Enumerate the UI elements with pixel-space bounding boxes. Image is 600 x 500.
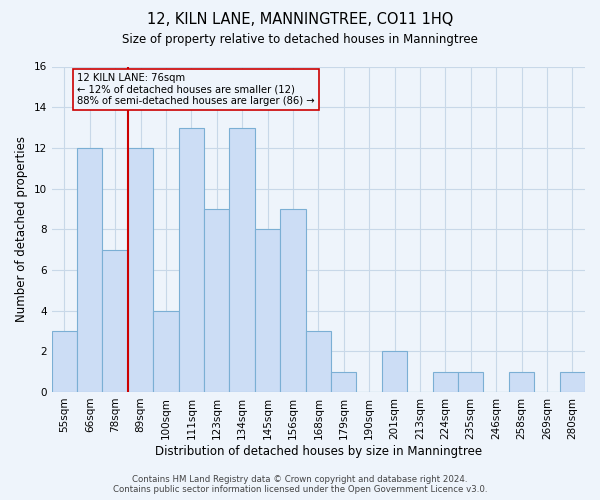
- Bar: [103, 250, 128, 392]
- Text: 12 KILN LANE: 76sqm
← 12% of detached houses are smaller (12)
88% of semi-detach: 12 KILN LANE: 76sqm ← 12% of detached ho…: [77, 72, 314, 106]
- Text: 12, KILN LANE, MANNINGTREE, CO11 1HQ: 12, KILN LANE, MANNINGTREE, CO11 1HQ: [147, 12, 453, 28]
- X-axis label: Distribution of detached houses by size in Manningtree: Distribution of detached houses by size …: [155, 444, 482, 458]
- Y-axis label: Number of detached properties: Number of detached properties: [15, 136, 28, 322]
- Bar: [128, 148, 153, 392]
- Bar: [255, 229, 280, 392]
- Text: Size of property relative to detached houses in Manningtree: Size of property relative to detached ho…: [122, 32, 478, 46]
- Bar: [509, 372, 534, 392]
- Bar: [77, 148, 103, 392]
- Bar: [229, 128, 255, 392]
- Bar: [52, 331, 77, 392]
- Bar: [433, 372, 458, 392]
- Bar: [305, 331, 331, 392]
- Bar: [331, 372, 356, 392]
- Bar: [153, 310, 179, 392]
- Bar: [179, 128, 204, 392]
- Bar: [560, 372, 585, 392]
- Bar: [280, 209, 305, 392]
- Text: Contains HM Land Registry data © Crown copyright and database right 2024.
Contai: Contains HM Land Registry data © Crown c…: [113, 474, 487, 494]
- Bar: [382, 352, 407, 392]
- Bar: [204, 209, 229, 392]
- Bar: [458, 372, 484, 392]
